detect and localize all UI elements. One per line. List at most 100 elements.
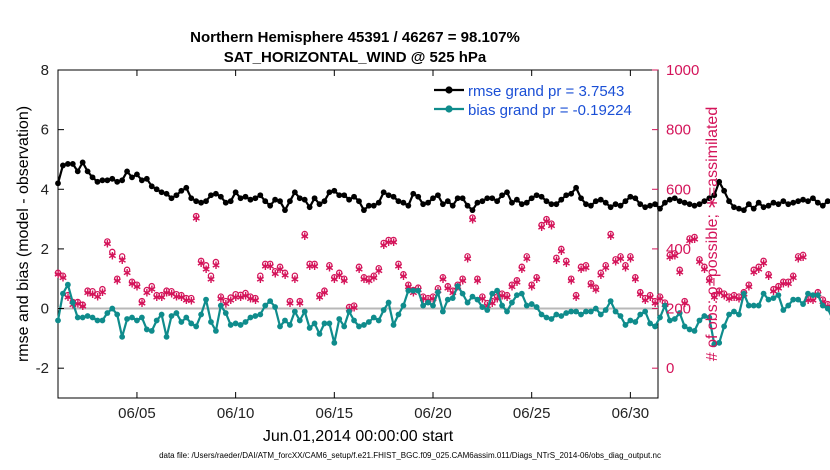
bias-point: [657, 314, 663, 321]
bias-point: [361, 322, 367, 328]
obs-possible-point: [651, 297, 659, 305]
obs-assimilated-point: ∗: [379, 238, 389, 252]
rmse-point: [760, 204, 767, 211]
obs-assimilated-point: ∗: [778, 277, 788, 291]
bias-point: [282, 317, 288, 324]
rmse-point: [84, 168, 91, 175]
y-tick-label: -2: [36, 360, 49, 377]
rmse-point: [390, 193, 397, 200]
rmse-point: [785, 201, 792, 208]
obs-count-layer: ∗∗∗ ∗∗∗∗∗∗∗∗∗∗∗∗∗∗∗∗∗∗∗∗∗∗∗∗∗∗∗∗∗∗∗∗∗∗∗∗∗…: [53, 211, 830, 316]
obs-assimilated-point: ∗: [260, 259, 270, 273]
footer-data-file: data file: /Users/raeder/DAI/ATM_forcXX/…: [159, 451, 661, 460]
rmse-point: [439, 201, 446, 208]
obs-possible-point: [770, 285, 777, 293]
rmse-point: [770, 199, 777, 206]
bias-point: [686, 326, 693, 333]
bias-point: [183, 314, 190, 321]
obs-assimilated-point: ∗: [206, 272, 216, 286]
obs-possible-point: [715, 287, 723, 294]
bias-point: [553, 311, 560, 318]
obs-assimilated-point: ∗: [181, 293, 191, 307]
obs-assimilated-point: ∗: [319, 286, 329, 300]
bias-point: [509, 299, 515, 306]
rmse-point: [341, 192, 348, 199]
obs-possible-point: [469, 214, 476, 221]
rmse-point: [444, 198, 451, 205]
rmse-point: [750, 205, 757, 212]
obs-assimilated-point: ∗: [576, 262, 586, 276]
rmse-point: [222, 199, 229, 206]
bias-point: [168, 313, 175, 319]
bias-point: [592, 305, 599, 312]
obs-possible-point: [656, 293, 664, 300]
rmse-point: [494, 198, 501, 205]
bias-point: [469, 293, 476, 300]
obs-assimilated-point: ∗: [240, 289, 250, 303]
obs-assimilated-point: ∗: [127, 277, 137, 291]
obs-assimilated-point: ∗: [699, 262, 709, 276]
obs-assimilated-point: ∗: [354, 262, 364, 276]
rmse-point: [612, 201, 619, 208]
obs-assimilated-point: ∗: [152, 290, 162, 304]
rmse-point: [504, 189, 510, 196]
rmse-point: [351, 193, 357, 200]
obs-assimilated-point: ∗: [527, 280, 537, 294]
obs-assimilated-point: ∗: [759, 256, 769, 270]
obs-assimilated-point: ∗: [502, 290, 512, 304]
obs-assimilated-point: ∗: [369, 271, 379, 285]
rmse-point: [691, 202, 698, 209]
obs-assimilated-point: ∗: [650, 296, 660, 310]
bias-point: [321, 320, 328, 327]
chart-title: Northern Hemisphere 45391 / 46267 = 98.1…: [190, 29, 520, 46]
bias-point: [267, 298, 274, 304]
obs-assimilated-point: ∗: [507, 280, 517, 294]
bias-point: [721, 323, 728, 330]
rmse-point: [425, 199, 431, 206]
plot-frame: [57, 69, 659, 399]
obs-assimilated-point: ∗: [768, 284, 778, 298]
obs-possible-point: [370, 272, 378, 279]
y-tick-label: 4: [41, 181, 49, 198]
bias-point: [272, 304, 279, 310]
obs-assimilated-point: ∗: [517, 262, 527, 276]
bias-point: [814, 292, 821, 299]
rmse-point: [119, 177, 126, 184]
bias-point: [504, 308, 510, 315]
obs-possible-point: [355, 263, 363, 271]
obs-possible-point: [390, 236, 397, 244]
obs-possible-point: [281, 269, 289, 277]
obs-assimilated-point: ∗: [418, 292, 428, 306]
rmse-point: [464, 202, 471, 209]
obs-assimilated-point: ∗: [83, 286, 93, 300]
rmse-point: [346, 196, 353, 203]
x-tick-label: 06/25: [513, 405, 551, 422]
obs-assimilated-point: ∗: [611, 254, 621, 268]
obs-assimilated-point: ∗: [689, 232, 699, 246]
rmse-point: [114, 178, 121, 185]
obs-assimilated-point: ∗: [305, 259, 315, 273]
obs-assimilated-point: ∗: [236, 290, 246, 304]
y2-tick-label: 0: [666, 360, 674, 377]
obs-assimilated-point: ∗: [211, 258, 221, 272]
bias-point: [671, 316, 678, 322]
obs-assimilated-point: ∗: [147, 282, 157, 296]
obs-assimilated-point: ∗: [280, 268, 290, 282]
rmse-point: [212, 190, 219, 197]
obs-assimilated-point: ∗: [275, 262, 285, 276]
bias-point: [311, 320, 318, 327]
obs-possible-point: [242, 289, 249, 297]
obs-assimilated-point: ∗: [329, 272, 339, 286]
bias-point: [341, 323, 348, 330]
y2-axis-label: # of obs: o=possible; ∗=assimilated: [704, 107, 721, 361]
obs-possible-point: [671, 250, 679, 257]
bias-point: [242, 319, 249, 325]
obs-possible-point: [350, 302, 358, 309]
obs-assimilated-point: ∗: [443, 281, 453, 295]
chart-subtitle: SAT_HORIZONTAL_WIND @ 525 hPa: [224, 49, 487, 66]
obs-assimilated-point: ∗: [191, 211, 201, 225]
obs-possible-point: [109, 248, 116, 256]
bias-point: [395, 311, 402, 318]
bias-point: [765, 296, 772, 303]
